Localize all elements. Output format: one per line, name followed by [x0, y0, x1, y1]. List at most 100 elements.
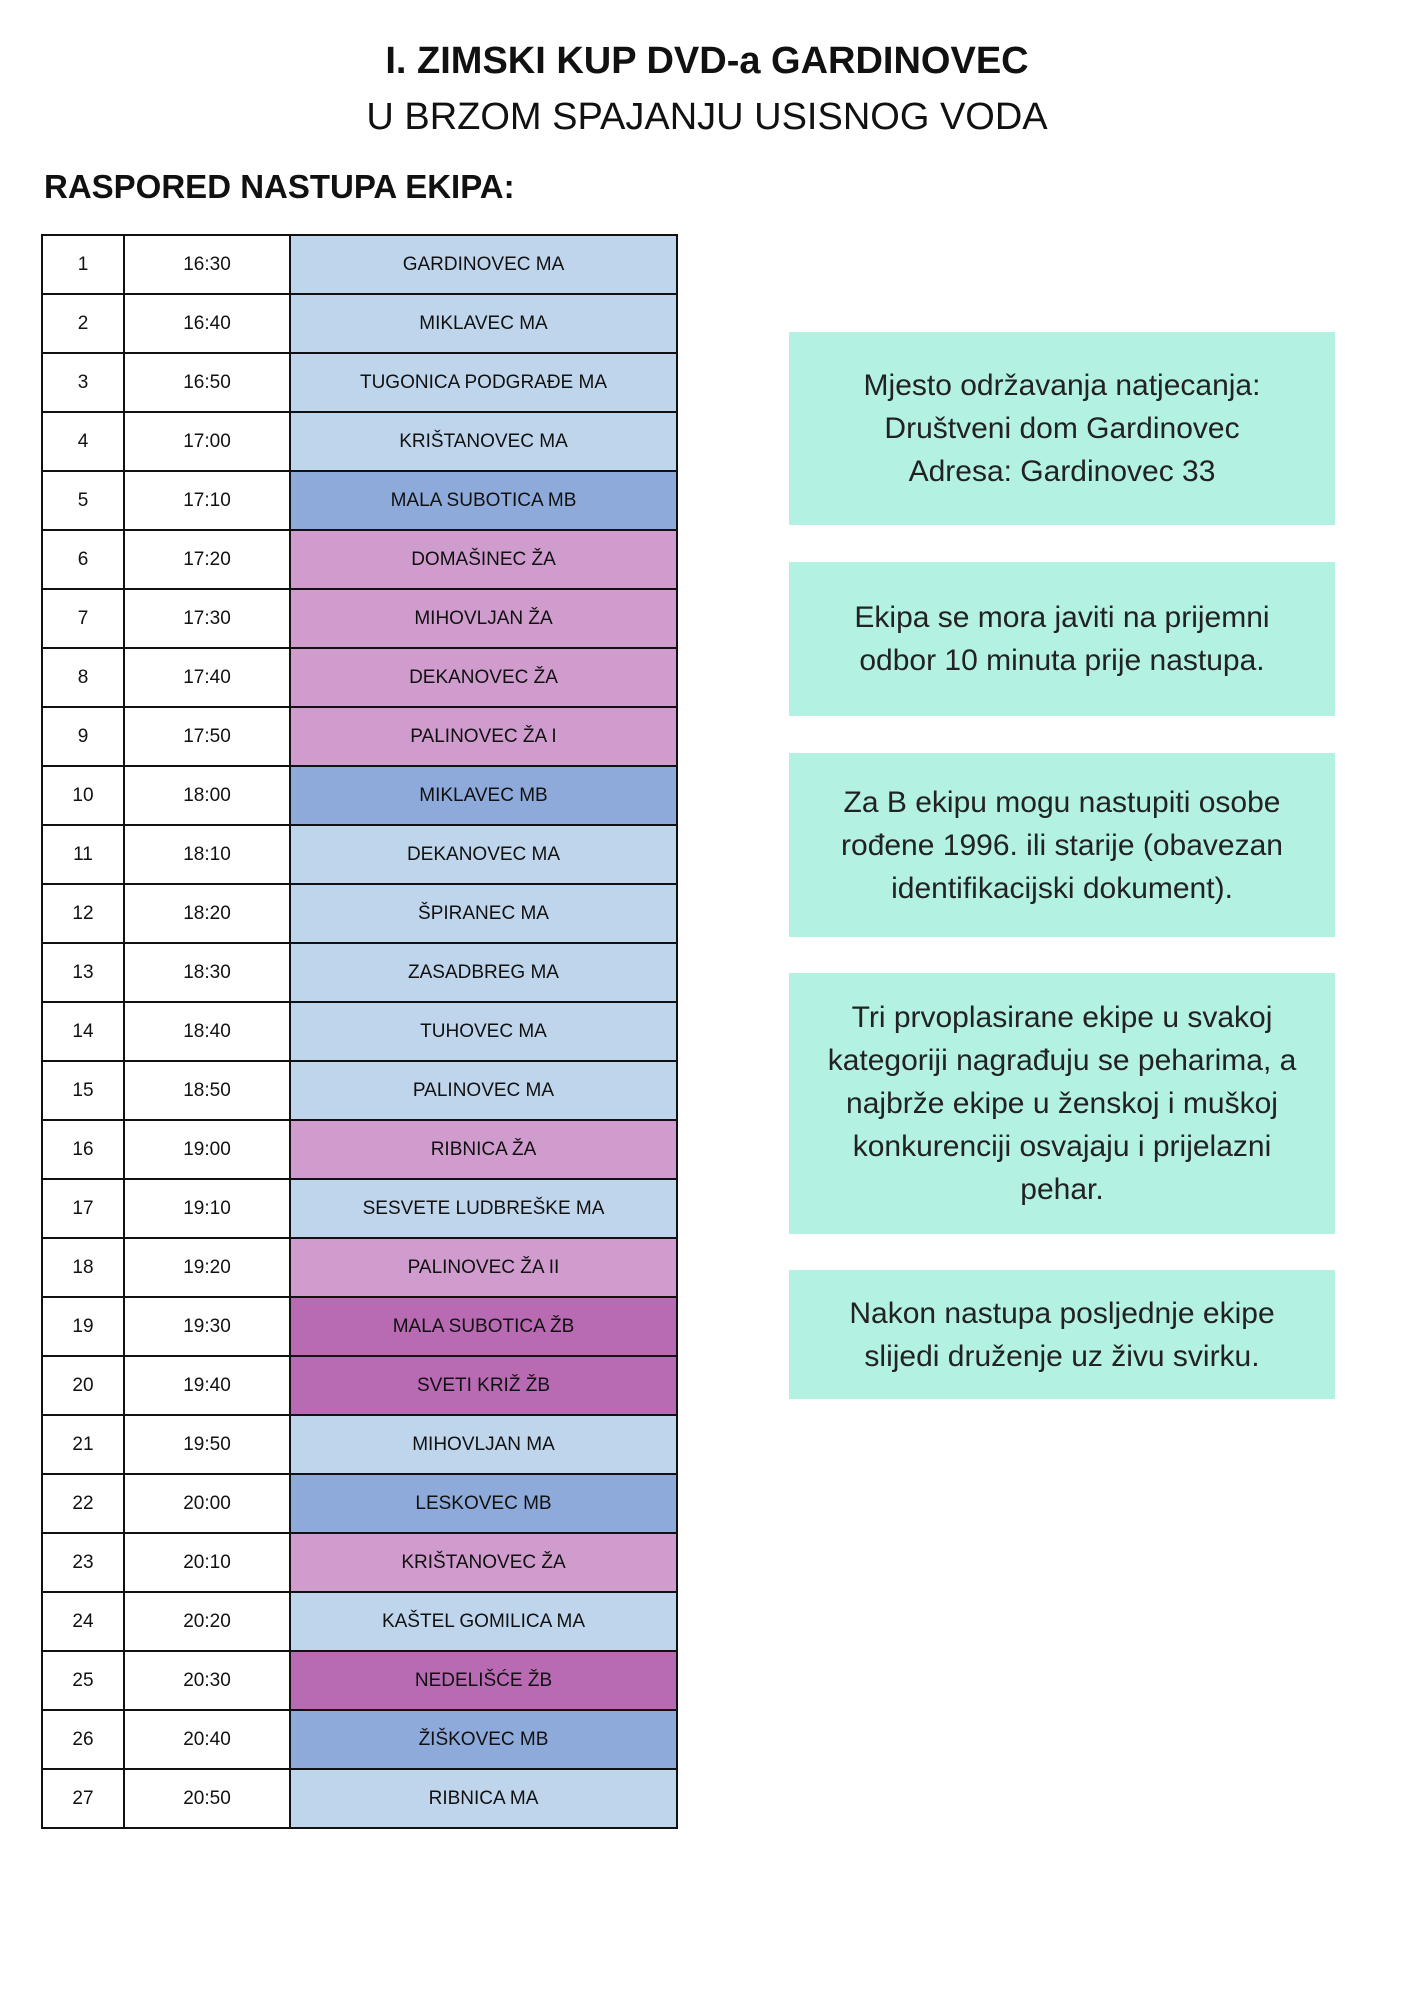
row-number: 9: [41, 706, 125, 767]
subtitle: U BRZOM SPAJANJU USISNOG VODA: [366, 96, 1048, 138]
schedule-row: 25 20:30 NEDELIŠĆE ŽB: [41, 1650, 678, 1711]
row-time: 20:10: [123, 1532, 291, 1593]
row-team: GARDINOVEC MA: [289, 234, 678, 295]
row-number: 10: [41, 765, 125, 826]
row-number: 14: [41, 1001, 125, 1062]
row-number: 22: [41, 1473, 125, 1534]
info-line: Tri prvoplasirane ekipe u svakoj: [851, 1001, 1273, 1034]
row-number: 17: [41, 1178, 125, 1239]
row-time: 16:40: [123, 293, 291, 354]
info-line: Mjesto održavanja natjecanja:: [863, 369, 1261, 402]
row-number: 3: [41, 352, 125, 413]
row-team: MIHOVLJAN MA: [289, 1414, 678, 1475]
schedule-row: 17 19:10 SESVETE LUDBREŠKE MA: [41, 1178, 678, 1239]
info-line: Adresa: Gardinovec 33: [908, 455, 1216, 488]
row-team: MALA SUBOTICA ŽB: [289, 1296, 678, 1357]
schedule-row: 10 18:00 MIKLAVEC MB: [41, 765, 678, 826]
row-time: 17:40: [123, 647, 291, 708]
row-team: MIHOVLJAN ŽA: [289, 588, 678, 649]
schedule-row: 14 18:40 TUHOVEC MA: [41, 1001, 678, 1062]
row-time: 16:50: [123, 352, 291, 413]
schedule-row: 15 18:50 PALINOVEC MA: [41, 1060, 678, 1121]
row-number: 12: [41, 883, 125, 944]
info-box: Mjesto održavanja natjecanja: Društveni d…: [789, 332, 1335, 525]
info-line: identifikacijski dokument).: [891, 871, 1233, 905]
row-team: PALINOVEC ŽA I: [289, 706, 678, 767]
row-team: PALINOVEC ŽA II: [289, 1237, 678, 1298]
row-team: TUHOVEC MA: [289, 1001, 678, 1062]
row-team: ŠPIRANEC MA: [289, 883, 678, 944]
row-team: DEKANOVEC MA: [289, 824, 678, 885]
row-time: 18:20: [123, 883, 291, 944]
schedule-row: 2 16:40 MIKLAVEC MA: [41, 293, 678, 354]
schedule-row: 6 17:20 DOMAŠINEC ŽA: [41, 529, 678, 590]
info-line: Društveni dom Gardinovec: [884, 412, 1240, 445]
row-time: 17:10: [123, 470, 291, 531]
row-number: 1: [41, 234, 125, 295]
section-heading: RASPORED NASTUPA EKIPA:: [44, 168, 515, 205]
schedule-row: 18 19:20 PALINOVEC ŽA II: [41, 1237, 678, 1298]
row-team: SESVETE LUDBREŠKE MA: [289, 1178, 678, 1239]
schedule-row: 8 17:40 DEKANOVEC ŽA: [41, 647, 678, 708]
row-team: NEDELIŠĆE ŽB: [289, 1650, 678, 1711]
schedule-row: 4 17:00 KRIŠTANOVEC MA: [41, 411, 678, 472]
row-team: SVETI KRIŽ ŽB: [289, 1355, 678, 1416]
schedule-row: 5 17:10 MALA SUBOTICA MB: [41, 470, 678, 531]
schedule-row: 7 17:30 MIHOVLJAN ŽA: [41, 588, 678, 649]
row-number: 4: [41, 411, 125, 472]
schedule-table: 1 16:30 GARDINOVEC MA 2 16:40 MIKLAVEC MA 3 16:…: [41, 234, 678, 1829]
row-time: 19:30: [123, 1296, 291, 1357]
row-number: 21: [41, 1414, 125, 1475]
info-line: kategoriji nagrađuju se peharima, a: [827, 1044, 1297, 1077]
info-box: Ekipa se mora javiti na prijemni odbor 10…: [789, 562, 1335, 716]
row-time: 18:40: [123, 1001, 291, 1062]
schedule-row: 20 19:40 SVETI KRIŽ ŽB: [41, 1355, 678, 1416]
schedule-row: 19 19:30 MALA SUBOTICA ŽB: [41, 1296, 678, 1357]
row-number: 26: [41, 1709, 125, 1770]
row-time: 19:00: [123, 1119, 291, 1180]
row-team: TUGONICA PODGRAĐE MA: [289, 352, 678, 413]
schedule-row: 21 19:50 MIHOVLJAN MA: [41, 1414, 678, 1475]
row-team: DEKANOVEC ŽA: [289, 647, 678, 708]
row-number: 25: [41, 1650, 125, 1711]
schedule-row: 24 20:20 KAŠTEL GOMILICA MA: [41, 1591, 678, 1652]
row-team: ŽIŠKOVEC MB: [289, 1709, 678, 1770]
schedule-row: 3 16:50 TUGONICA PODGRAĐE MA: [41, 352, 678, 413]
row-team: KRIŠTANOVEC MA: [289, 411, 678, 472]
info-line: konkurenciji osvajaju i prijelazni: [852, 1130, 1272, 1163]
info-line: pehar.: [1020, 1173, 1104, 1206]
schedule-row: 23 20:10 KRIŠTANOVEC ŽA: [41, 1532, 678, 1593]
row-time: 20:40: [123, 1709, 291, 1770]
row-number: 18: [41, 1237, 125, 1298]
schedule-row: 13 18:30 ZASADBREG MA: [41, 942, 678, 1003]
row-time: 18:10: [123, 824, 291, 885]
row-number: 8: [41, 647, 125, 708]
info-line: najbrže ekipe u ženskoj i muškoj: [846, 1087, 1278, 1120]
row-time: 16:30: [123, 234, 291, 295]
row-number: 11: [41, 824, 125, 885]
row-time: 19:40: [123, 1355, 291, 1416]
schedule-row: 26 20:40 ŽIŠKOVEC MB: [41, 1709, 678, 1770]
row-team: MIKLAVEC MB: [289, 765, 678, 826]
row-time: 18:50: [123, 1060, 291, 1121]
schedule-row: 16 19:00 RIBNICA ŽA: [41, 1119, 678, 1180]
info-line: rođene 1996. ili starije (obavezan: [841, 828, 1283, 862]
info-box: Tri prvoplasirane ekipe u svakoj kategori…: [789, 973, 1335, 1234]
row-team: MIKLAVEC MA: [289, 293, 678, 354]
row-time: 19:50: [123, 1414, 291, 1475]
row-time: 19:20: [123, 1237, 291, 1298]
row-time: 18:00: [123, 765, 291, 826]
row-time: 20:30: [123, 1650, 291, 1711]
row-team: PALINOVEC MA: [289, 1060, 678, 1121]
row-team: MALA SUBOTICA MB: [289, 470, 678, 531]
row-team: DOMAŠINEC ŽA: [289, 529, 678, 590]
row-number: 24: [41, 1591, 125, 1652]
row-number: 6: [41, 529, 125, 590]
row-number: 13: [41, 942, 125, 1003]
row-time: 17:30: [123, 588, 291, 649]
info-box: Za B ekipu mogu nastupiti osobe rođene 19…: [789, 753, 1335, 937]
row-team: LESKOVEC MB: [289, 1473, 678, 1534]
row-number: 23: [41, 1532, 125, 1593]
row-number: 2: [41, 293, 125, 354]
